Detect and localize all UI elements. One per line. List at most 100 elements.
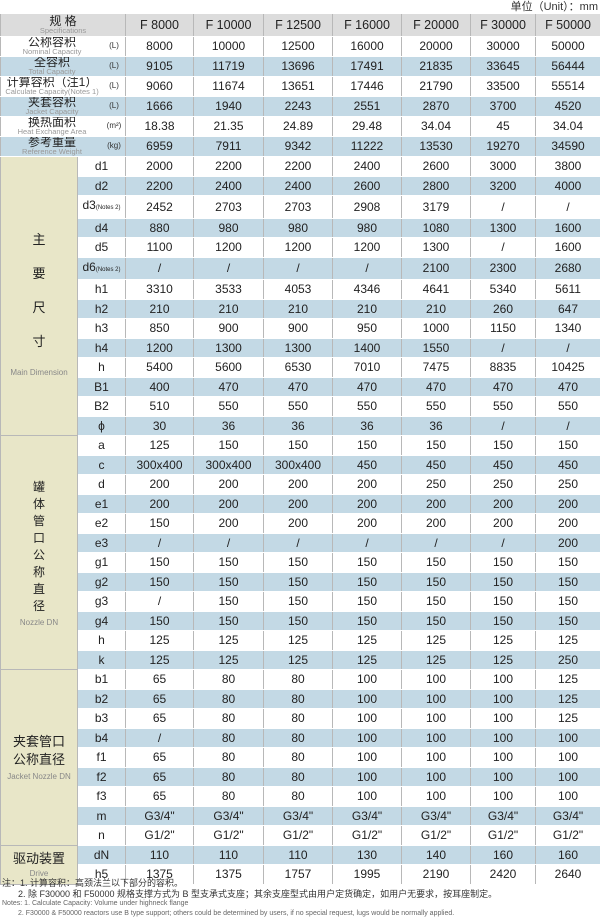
table-cell: 200 <box>535 513 600 534</box>
table-cell: 2452 <box>125 195 194 219</box>
group-label-nozzle: 罐体管口公称直径 Nozzle DN <box>0 435 78 670</box>
row-label-cn: 换热面积 <box>27 116 76 129</box>
table-cell: 150 <box>263 591 333 612</box>
table-cell: 150 <box>125 611 194 631</box>
table-cell: 2703 <box>193 195 264 219</box>
row-label-cell: 参考重量 Reference Weight (kg) <box>0 136 126 157</box>
table-cell: 2200 <box>125 176 194 196</box>
table-cell: 50000 <box>535 36 600 57</box>
table-row: d 200 200 200 200 250 250 250 <box>1 474 600 495</box>
table-cell: 200 <box>332 513 402 534</box>
table-row: 夹套容积 Jacket Capacity (L) 1666 1940 2243 2551 28… <box>0 96 600 117</box>
table-cell: 150 <box>401 591 471 612</box>
table-cell: 250 <box>535 650 600 670</box>
group-label-cn: 驱动装置 <box>12 850 65 866</box>
row-label: d5 <box>94 240 109 254</box>
table-row: h 5400 5600 6530 7010 7475 8835 10425 <box>1 357 600 378</box>
row-label-en: Calculate Capacity(Notes 1) <box>5 87 99 96</box>
group-label-jacket: 夹套管口 公称直径 Jacket Nozzle DN <box>0 669 78 846</box>
table-cell: 150 <box>263 552 333 573</box>
table-cell: / <box>125 257 194 280</box>
table-cell: 160 <box>535 845 600 865</box>
table-cell: 2640 <box>535 864 600 885</box>
table-cell: 45 <box>470 116 536 137</box>
table-cell: 125 <box>263 630 333 651</box>
table-cell: 33500 <box>470 76 536 97</box>
table-cell: 6959 <box>125 136 194 157</box>
table-cell: 2300 <box>470 257 536 280</box>
table-cell: G3/4" <box>263 806 333 826</box>
row-label: c <box>98 457 105 472</box>
group-label-cn: 体 <box>32 496 45 511</box>
table-cell: 150 <box>535 591 600 612</box>
group-label-cn: 主 <box>32 232 46 247</box>
column-header: F 10000 <box>193 14 264 37</box>
table-row: 参考重量 Reference Weight (kg) 6959 7911 9342 1122… <box>0 136 600 157</box>
footnote-en-1: Notes: 1. Calculate Capacity: Volume und… <box>2 900 189 907</box>
table-cell: / <box>263 533 333 553</box>
table-cell: 1200 <box>193 237 264 258</box>
row-label-cell: m <box>77 806 126 826</box>
table-cell: / <box>332 533 402 553</box>
table-cell: 1150 <box>470 318 536 339</box>
table-cell: G3/4" <box>401 806 471 826</box>
table-cell: 2908 <box>332 195 402 219</box>
table-cell: 1995 <box>332 864 402 885</box>
row-label-cn: 全容积 <box>33 56 70 69</box>
row-label: h1 <box>94 282 109 296</box>
row-label-cell: g1 <box>77 552 126 573</box>
table-cell: 1666 <box>125 96 194 117</box>
table-row: h3 850 900 900 950 1000 1150 1340 <box>1 318 600 339</box>
table-cell: 100 <box>332 689 402 709</box>
table-cell: 2190 <box>401 864 471 885</box>
table-cell: 4346 <box>332 279 402 300</box>
table-cell: / <box>535 338 600 358</box>
table-cell: 150 <box>332 591 402 612</box>
table-row: e2 150 200 200 200 200 200 200 <box>1 513 600 534</box>
table-row: n G1/2" G1/2" G1/2" G1/2" G1/2" G1/2" G1/2" <box>1 825 600 846</box>
table-cell: 470 <box>332 377 402 397</box>
table-cell: 100 <box>535 747 600 768</box>
table-cell: 300x400 <box>263 455 333 475</box>
table-cell: 125 <box>401 630 471 651</box>
table-cell: 100 <box>401 786 471 807</box>
table-cell: / <box>332 257 402 280</box>
row-label-cell: 换热面积 Heat Exchange Area (m²) <box>0 116 126 137</box>
row-label: h3 <box>94 321 109 335</box>
row-label-cell: h3 <box>77 318 126 339</box>
table-cell: 100 <box>401 689 471 709</box>
table-cell: 2243 <box>263 96 333 117</box>
table-cell: 125 <box>535 669 600 690</box>
table-cell: 400 <box>125 377 194 397</box>
table-cell: 80 <box>263 786 333 807</box>
spec-header-cn: 规 格 <box>49 14 77 28</box>
row-label-cn: 计算容积（注1） <box>6 76 98 89</box>
column-header: F 12500 <box>263 14 333 37</box>
table-cell: 8835 <box>470 357 536 378</box>
table-cell: 150 <box>470 552 536 573</box>
row-label-en: Reference Weight <box>22 147 82 156</box>
table-cell: 900 <box>193 318 264 339</box>
table-cell: 65 <box>125 689 194 709</box>
table-cell: 980 <box>332 218 402 238</box>
table-cell: 140 <box>401 845 471 865</box>
row-label: 全容积 Total Capacity (L) <box>2 56 125 76</box>
table-cell: / <box>470 195 536 219</box>
row-label-cell: h <box>77 357 126 378</box>
table-cell: 100 <box>470 708 536 729</box>
row-unit: (L) <box>109 101 119 111</box>
group-label-cn: 罐 <box>32 479 45 494</box>
table-cell: 150 <box>535 435 600 456</box>
table-cell: 125 <box>263 650 333 670</box>
table-cell: 80 <box>263 689 333 709</box>
table-row: ϕ 30 36 36 36 36// <box>1 416 600 436</box>
table-cell: 125 <box>193 630 264 651</box>
row-label-cell: ϕ <box>77 416 126 436</box>
table-row: d5 1100 1200 1200 1200 1300/1600 <box>1 237 600 258</box>
table-cell: 100 <box>535 728 600 748</box>
table-cell: 150 <box>470 591 536 612</box>
column-header: F 8000 <box>125 14 194 37</box>
table-cell: 36 <box>332 416 402 436</box>
group-label-en: Nozzle DN <box>19 617 59 627</box>
group-label-cn: 尺 <box>32 300 46 315</box>
